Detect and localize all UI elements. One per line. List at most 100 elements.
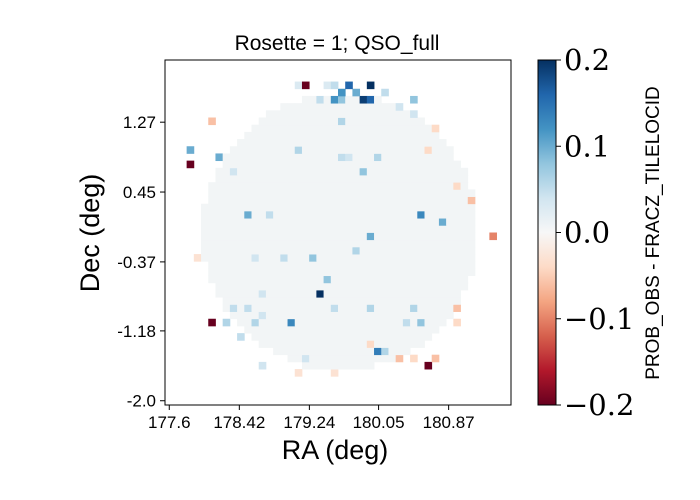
heatmap-cell	[301, 167, 310, 176]
heatmap-cell	[381, 218, 389, 226]
heatmap-cell	[237, 268, 245, 277]
heatmap-cell	[467, 261, 476, 269]
heatmap-cell	[338, 275, 346, 284]
heatmap-cell	[330, 325, 339, 334]
heatmap-cell	[366, 203, 375, 212]
heatmap-cell	[265, 340, 274, 348]
heatmap-cell	[345, 311, 353, 320]
heatmap-cell	[316, 239, 324, 248]
heatmap-cell	[265, 290, 274, 298]
heatmap-cell	[309, 361, 317, 370]
heatmap-cell	[410, 333, 418, 341]
heatmap-cell	[280, 218, 288, 226]
heatmap-cell	[410, 95, 418, 104]
heatmap-cell	[273, 146, 281, 154]
heatmap-cell	[410, 218, 418, 226]
heatmap-cell	[265, 261, 274, 269]
heatmap-cell	[323, 146, 332, 154]
heatmap-cell	[316, 203, 324, 212]
heatmap-cell	[301, 290, 310, 298]
heatmap-cell	[265, 189, 274, 197]
heatmap-cell	[374, 232, 382, 241]
heatmap-cell	[222, 182, 231, 190]
heatmap-cell	[410, 261, 418, 269]
heatmap-cell	[330, 95, 339, 104]
heatmap-cell	[352, 153, 361, 162]
heatmap-cell	[244, 167, 252, 176]
heatmap-cell	[338, 232, 346, 241]
heatmap-cell	[374, 182, 382, 190]
heatmap-cell	[388, 210, 397, 219]
heatmap-cell	[309, 110, 317, 118]
heatmap-cell	[294, 325, 303, 334]
heatmap-cell	[388, 103, 397, 111]
heatmap-cell	[366, 275, 375, 284]
heatmap-cell	[273, 304, 281, 312]
heatmap-cell	[338, 297, 346, 305]
heatmap-cell	[460, 261, 469, 269]
heatmap-cell	[395, 182, 404, 190]
heatmap-cell	[374, 203, 382, 212]
heatmap-cell	[309, 117, 317, 126]
heatmap-cell	[374, 131, 382, 140]
heatmap-cell	[366, 117, 375, 126]
heatmap-cell	[208, 232, 216, 241]
heatmap-cell	[280, 268, 288, 277]
heatmap-cell	[352, 239, 361, 248]
heatmap-cell	[431, 196, 440, 205]
heatmap-cell	[402, 297, 411, 305]
heatmap-cell	[287, 254, 296, 262]
heatmap-cell	[244, 290, 252, 298]
heatmap-cell	[345, 261, 353, 269]
heatmap-cell	[417, 139, 425, 147]
heatmap-cell	[229, 182, 238, 190]
heatmap-cell	[345, 117, 353, 126]
heatmap-cell	[323, 210, 332, 219]
heatmap-cell	[258, 268, 267, 277]
heatmap-cell	[273, 117, 281, 126]
heatmap-cell	[280, 146, 288, 154]
heatmap-cell	[265, 225, 274, 233]
heatmap-cell	[294, 232, 303, 241]
heatmap-cell	[201, 246, 209, 255]
heatmap-cell	[467, 203, 476, 212]
heatmap-cell	[301, 261, 310, 269]
heatmap-cell	[323, 95, 332, 104]
heatmap-cell	[438, 246, 447, 255]
y-axis-label: Dec (deg)	[75, 174, 105, 293]
heatmap-cell	[352, 340, 361, 348]
heatmap-cell	[410, 318, 418, 327]
heatmap-cell	[229, 153, 238, 162]
heatmap-cell	[265, 282, 274, 291]
heatmap-cell	[417, 225, 425, 233]
heatmap-cell	[388, 110, 397, 118]
heatmap-cell	[280, 167, 288, 176]
heatmap-cell	[316, 218, 324, 226]
heatmap-cell	[402, 311, 411, 320]
heatmap-cell	[316, 361, 324, 370]
heatmap-cell	[237, 290, 245, 298]
heatmap-cell	[323, 282, 332, 291]
heatmap-cell	[352, 131, 361, 140]
heatmap-cell	[345, 139, 353, 147]
heatmap-cell	[402, 246, 411, 255]
heatmap-cell	[453, 182, 461, 190]
heatmap-cell	[417, 261, 425, 269]
heatmap-cell	[417, 203, 425, 212]
heatmap-cell	[374, 139, 382, 147]
heatmap-cell	[402, 189, 411, 197]
heatmap-cell	[294, 225, 303, 233]
heatmap-cell	[366, 297, 375, 305]
heatmap-cell	[309, 354, 317, 363]
heatmap-cell	[222, 175, 231, 183]
heatmap-cell	[359, 110, 368, 118]
heatmap-cell	[438, 210, 447, 219]
heatmap-cell	[438, 189, 447, 197]
heatmap-cell	[323, 268, 332, 277]
heatmap-cell	[251, 275, 260, 284]
heatmap-cell	[309, 139, 317, 147]
heatmap-cell	[395, 282, 404, 291]
heatmap-cell	[359, 131, 368, 140]
heatmap-cell	[316, 325, 324, 334]
heatmap-cell	[301, 218, 310, 226]
